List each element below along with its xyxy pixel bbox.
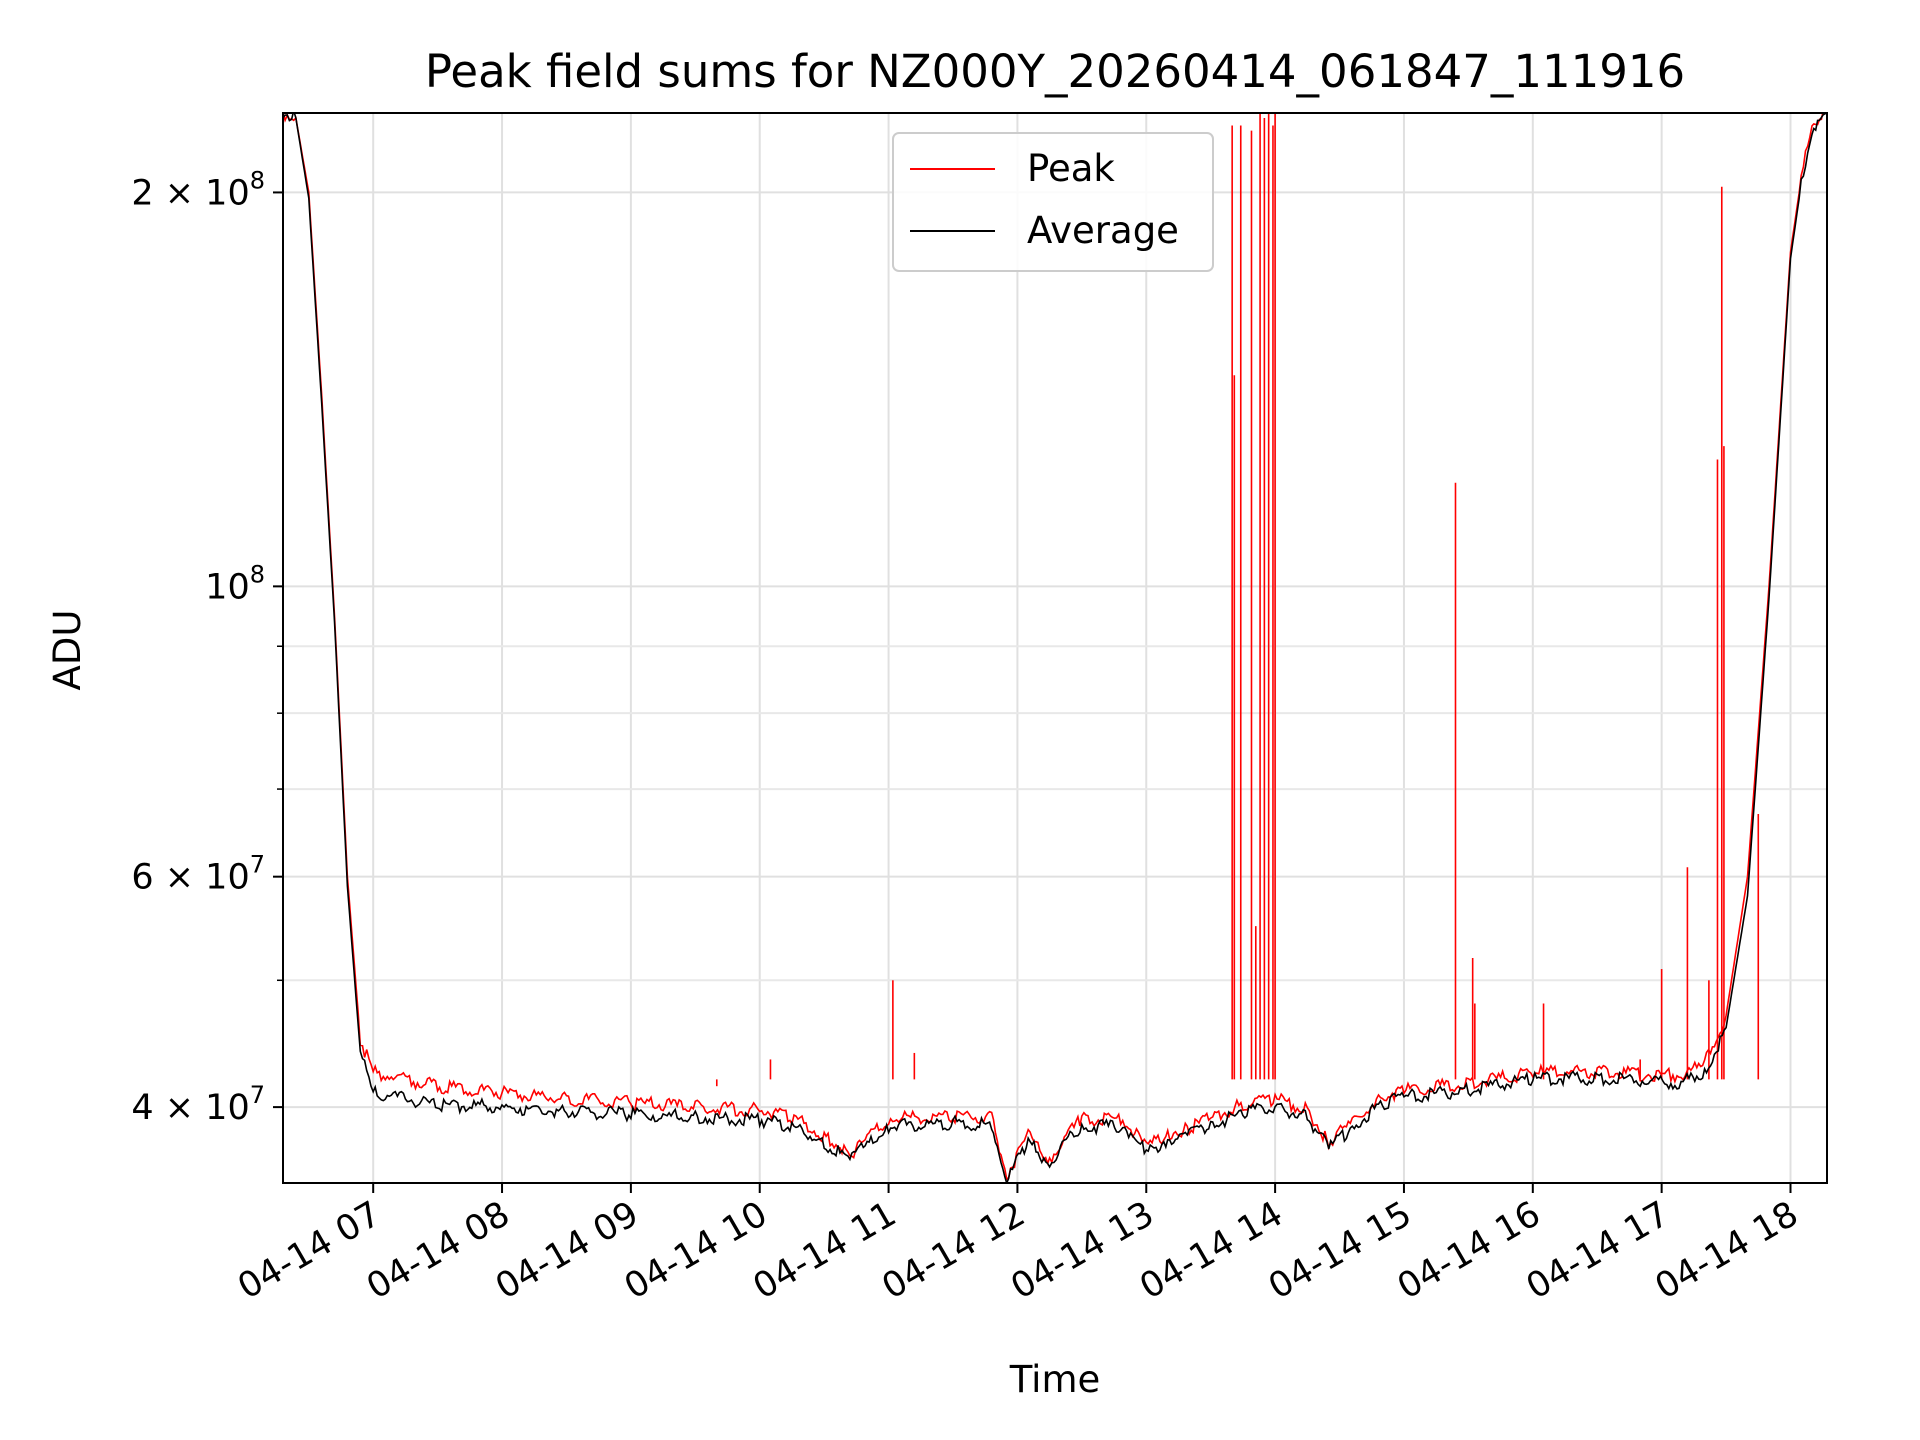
y-tick-label: 6 × 107 — [131, 851, 265, 898]
x-axis-label: Time — [1009, 1358, 1101, 1401]
legend: Peak Average — [892, 132, 1214, 272]
series-layer — [283, 113, 1827, 1183]
series-line-average — [283, 113, 1827, 1183]
y-tick-label: 4 × 107 — [131, 1081, 265, 1128]
y-axis-label: ADU — [46, 610, 89, 691]
legend-box — [892, 132, 1214, 272]
y-tick-label: 108 — [205, 560, 265, 607]
legend-label-peak: Peak — [1027, 147, 1115, 190]
y-axis-ticks: 2 × 108 108 6 × 107 4 × 107 — [131, 166, 283, 1128]
y-tick-label: 2 × 108 — [131, 166, 265, 213]
legend-label-average: Average — [1027, 209, 1179, 252]
chart-title: Peak field sums for NZ000Y_20260414_0618… — [425, 45, 1685, 98]
plot-frame — [282, 112, 1828, 1184]
